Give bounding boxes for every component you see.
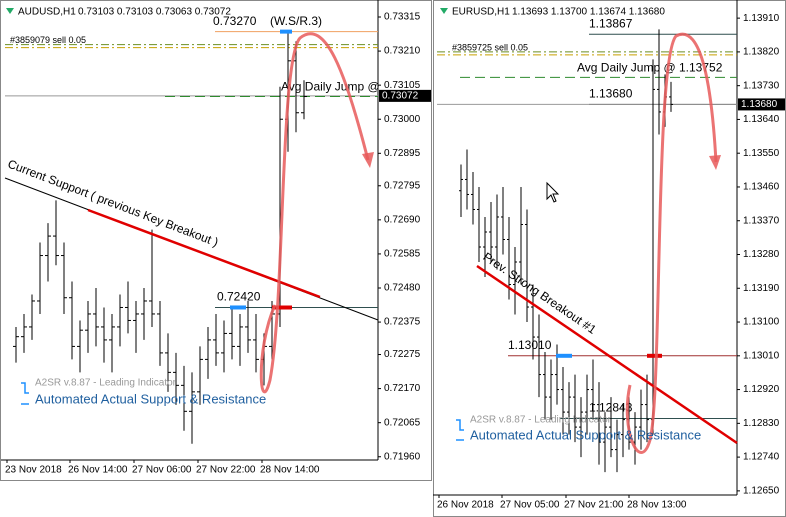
x-tick-label: 26 Nov 14:00 — [68, 465, 128, 476]
indicator-title: Automated Actual Support & Resistance — [35, 391, 266, 406]
y-tick-label: 1.12830 — [743, 418, 780, 429]
y-tick-label: 1.13280 — [743, 249, 780, 260]
x-tick-label: 27 Nov 06:00 — [132, 465, 192, 476]
price-box — [379, 89, 431, 102]
price-box-label: 1.13680 — [741, 99, 778, 110]
x-tick-label: 27 Nov 05:00 — [500, 500, 560, 511]
mouse-cursor — [546, 181, 560, 203]
level-label: 1.13010 — [508, 338, 552, 352]
y-tick-label: 0.72170 — [384, 383, 421, 394]
indicator-icon — [456, 419, 464, 441]
y-tick-label: 0.73105 — [384, 80, 421, 91]
order-label: #3859725 sell 0.05 — [452, 42, 528, 52]
order-label: #3859079 sell 0.05 — [10, 35, 86, 45]
y-tick-label: 1.13730 — [743, 80, 780, 91]
left-panel — [0, 0, 432, 481]
y-tick-label: 0.72480 — [384, 283, 421, 294]
indicator-name: A2SR v.8.87 - Leading Indicator — [470, 415, 612, 426]
y-tick-label: 0.72895 — [384, 148, 421, 159]
y-tick-label: 1.13550 — [743, 148, 780, 159]
y-tick-label: 1.12920 — [743, 384, 780, 395]
y-tick-label: 1.13820 — [743, 47, 780, 58]
y-tick-label: 1.13100 — [743, 317, 780, 328]
right-panel — [433, 0, 786, 517]
x-tick-label: 26 Nov 2018 — [437, 500, 494, 511]
projection-arrow — [362, 152, 374, 168]
x-tick-label: 28 Nov 13:00 — [627, 500, 687, 511]
trend-line — [87, 208, 321, 299]
y-tick-label: 1.13370 — [743, 215, 780, 226]
y-tick-label: 1.13460 — [743, 182, 780, 193]
y-tick-label: 0.72585 — [384, 249, 421, 260]
projection-arrow — [709, 155, 721, 170]
x-tick-label: 28 Nov 14:00 — [260, 465, 320, 476]
y-tick-label: 0.73210 — [384, 46, 421, 57]
y-tick-label: 0.72375 — [384, 317, 421, 328]
y-tick-label: 0.73315 — [384, 12, 421, 23]
price-box — [738, 98, 785, 111]
quote: 1.13693 1.13700 1.13674 1.13680 — [512, 7, 665, 18]
level-note: (W.S/R.3) — [270, 14, 322, 28]
y-tick-label: 1.13190 — [743, 283, 780, 294]
quote: 0.73103 0.73103 0.73063 0.73072 — [78, 7, 231, 18]
indicator-name: A2SR v.8.87 - Leading Indicator — [35, 378, 177, 389]
y-tick-label: 0.72275 — [384, 349, 421, 360]
y-tick-label: 1.13910 — [743, 13, 780, 24]
symbol: AUDUSD,H1 — [18, 7, 76, 18]
x-tick-label: 23 Nov 2018 — [5, 465, 62, 476]
header-icon — [440, 8, 448, 14]
trend-line — [476, 264, 738, 445]
symbol: EURUSD,H1 — [452, 7, 510, 18]
price-box-label: 0.73072 — [382, 91, 419, 102]
level-label: 1.13680 — [589, 87, 633, 101]
y-tick-label: 1.13640 — [743, 114, 780, 125]
level-label: 1.13867 — [589, 16, 633, 30]
avg-jump-label: Avg Daily Jump @ — [281, 80, 380, 94]
y-tick-label: 0.72065 — [384, 417, 421, 428]
indicator-title: Automated Actual Support & Resistance — [470, 427, 701, 442]
y-tick-label: 1.12740 — [743, 452, 780, 463]
avg-jump-label: Avg Daily Jump @ 1.13752 — [577, 61, 723, 75]
y-tick-label: 0.73000 — [384, 114, 421, 125]
projection-curve — [625, 32, 718, 454]
indicator-icon — [21, 382, 29, 405]
projection-curve — [259, 32, 370, 394]
level-label: 0.72420 — [217, 290, 261, 304]
y-tick-label: 0.71960 — [384, 451, 421, 462]
y-tick-label: 1.12650 — [743, 486, 780, 497]
header-icon — [6, 8, 14, 14]
x-tick-label: 27 Nov 22:00 — [196, 465, 256, 476]
level-label: 0.73270 — [213, 14, 257, 28]
x-tick-label: 27 Nov 21:00 — [564, 500, 624, 511]
y-tick-label: 0.72690 — [384, 214, 421, 225]
y-tick-label: 0.72795 — [384, 180, 421, 191]
y-tick-label: 1.13010 — [743, 350, 780, 361]
